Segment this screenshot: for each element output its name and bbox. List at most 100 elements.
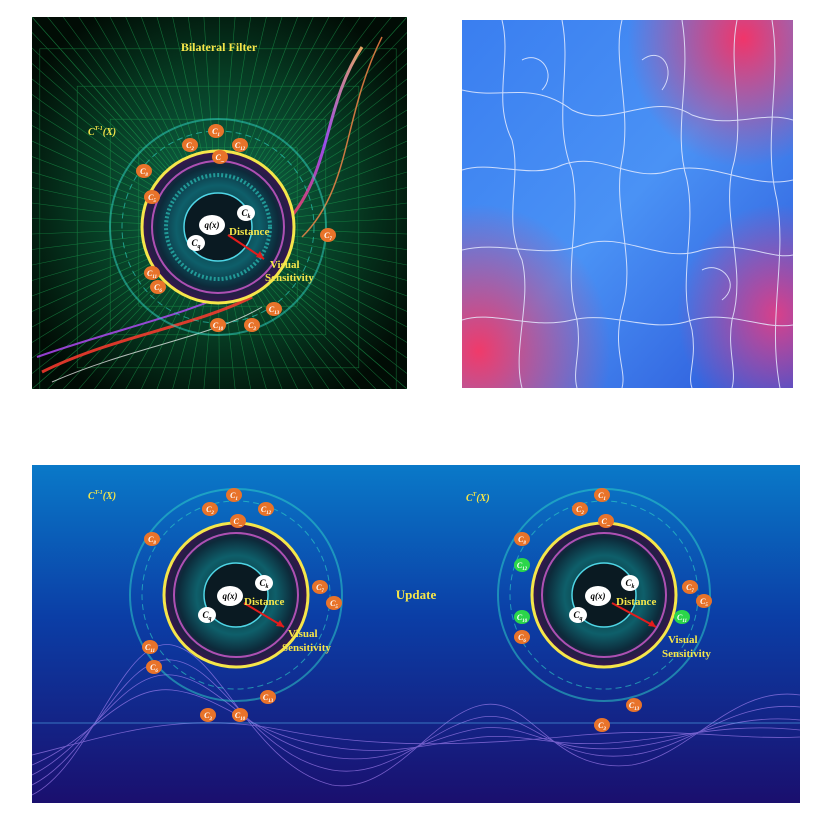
cluster-label: C1: [230, 491, 238, 502]
cluster-label: C3: [204, 711, 212, 722]
cluster-label: C6: [150, 663, 158, 674]
cluster-node-group: C1 C2 C... C8 C12 C7 C5 C10 C11 C6 C13 C3: [514, 488, 712, 732]
sensitivity-label: Sensitivity: [662, 648, 711, 660]
cluster-label: C1: [598, 491, 606, 502]
right-cluster-dial: q(x) Ck Cq Distance Visual Sensitivity C…: [466, 488, 712, 732]
distance-label: Distance: [229, 226, 269, 238]
cluster-node: [626, 698, 642, 712]
cluster-node: [682, 580, 698, 594]
cluster-node: [312, 580, 328, 594]
inner-cluster-label: Cq: [202, 610, 211, 622]
cluster-label: C5: [330, 599, 338, 610]
inner-cluster-label: Cq: [191, 238, 200, 250]
distance-arrow: [611, 602, 657, 628]
cluster-node: [260, 690, 276, 704]
cluster-node: [514, 532, 530, 546]
cluster-label: C11: [147, 269, 157, 280]
cluster-node: [200, 708, 216, 722]
grid-line: [39, 48, 397, 389]
cluster-label: C8: [140, 167, 148, 178]
cluster-node: [514, 558, 530, 572]
cluster-node: [142, 640, 158, 654]
cluster-label: C2: [186, 141, 194, 152]
left-cluster-dial: q(x) Ck Cq Distance Visual Sensitivity C…: [88, 488, 343, 722]
grid-line: [76, 85, 360, 369]
center-node: [199, 215, 225, 235]
sensitivity-label: Sensitivity: [265, 272, 314, 284]
cluster-node: [598, 514, 614, 528]
cluster-label: C11: [677, 613, 687, 624]
cluster-node: [594, 718, 610, 732]
cluster-label: C2: [576, 505, 584, 516]
inner-cluster-label: Ck: [625, 578, 634, 590]
cluster-label: C12: [235, 141, 246, 152]
cluster-label: C6: [154, 283, 162, 294]
cluster-node: [202, 502, 218, 516]
update-illustration: q(x) Ck Cq Distance Visual Sensitivity C…: [32, 465, 800, 803]
magenta-ring: [173, 532, 299, 658]
grid-line: [138, 147, 298, 307]
cluster-node: [150, 280, 166, 294]
update-label: Update: [396, 587, 437, 602]
outer-circuit-ring: [109, 118, 327, 336]
center-node: [585, 586, 611, 606]
inner-cluster-node: [198, 607, 216, 623]
cluster-label: C...: [215, 153, 224, 164]
cluster-label: C13: [269, 305, 280, 316]
cluster-label: C7: [324, 231, 332, 242]
inner-ticks-ring: [164, 173, 272, 281]
visual-label: Visual: [288, 628, 318, 640]
arrow-head: [256, 251, 264, 259]
visual-label: Visual: [668, 634, 698, 646]
cluster-node: [144, 532, 160, 546]
distance-arrow: [243, 602, 285, 628]
pink-region: [462, 20, 793, 388]
cluster-node: [208, 124, 224, 138]
cluster-label: C13: [629, 701, 640, 712]
cluster-node: [146, 660, 162, 674]
distance-label: Distance: [616, 596, 656, 608]
cluster-label: C3: [248, 321, 256, 332]
cluster-set-label: CT-1(X): [88, 126, 116, 138]
cluster-node: [182, 138, 198, 152]
cluster-label: C13: [263, 693, 274, 704]
cluster-node: [244, 318, 260, 332]
cluster-set-label: CT-1(X): [88, 490, 116, 502]
cluster-label: C5: [700, 597, 708, 608]
cluster-node: [232, 138, 248, 152]
cluster-node: [212, 150, 228, 164]
cluster-label: C10: [213, 321, 224, 332]
inner-cluster-label: Ck: [259, 578, 268, 590]
cluster-node-group: C1 C2 C12 C... C8 C7 C5 C11 C6 C13 C3 C10: [142, 488, 342, 722]
cluster-label: C12: [261, 505, 272, 516]
light-streak: [41, 295, 253, 374]
inner-cluster-node: [187, 235, 205, 251]
cluster-label: C7: [316, 583, 324, 594]
cluster-label: C8: [148, 535, 156, 546]
cluster-label: C11: [145, 643, 155, 654]
cluster-node: [572, 502, 588, 516]
visual-label: Visual: [270, 259, 300, 271]
update-panel: q(x) Ck Cq Distance Visual Sensitivity C…: [32, 465, 800, 803]
cluster-node: [674, 610, 690, 624]
inner-cluster-node: [237, 205, 255, 221]
cluster-node: [144, 266, 160, 280]
cluster-label: C1: [212, 127, 220, 138]
arrow-head: [648, 620, 656, 627]
panel-title: Bilateral Filter: [181, 40, 258, 54]
bilateral-filter-panel: q(x) Ck Cq Distance Visual Sensitivity B…: [32, 17, 407, 389]
cluster-label: C3: [598, 721, 606, 732]
cluster-label: C8: [518, 535, 526, 546]
center-label: q(x): [591, 591, 606, 601]
cluster-label: C10: [235, 711, 246, 722]
cluster-label: C...: [601, 517, 610, 528]
segmentation-panel: [462, 20, 793, 388]
cluster-node: [514, 630, 530, 644]
cluster-node: [210, 318, 226, 332]
cluster-node-group: C1 C2 C12 C... C8 C5 C7 C11 C6 C13 C3 C10: [136, 124, 336, 332]
inner-cluster-node: [255, 575, 273, 591]
cluster-node: [258, 502, 274, 516]
cluster-label: C12: [517, 561, 528, 572]
arrow-head: [276, 620, 284, 627]
cluster-label: C2: [206, 505, 214, 516]
